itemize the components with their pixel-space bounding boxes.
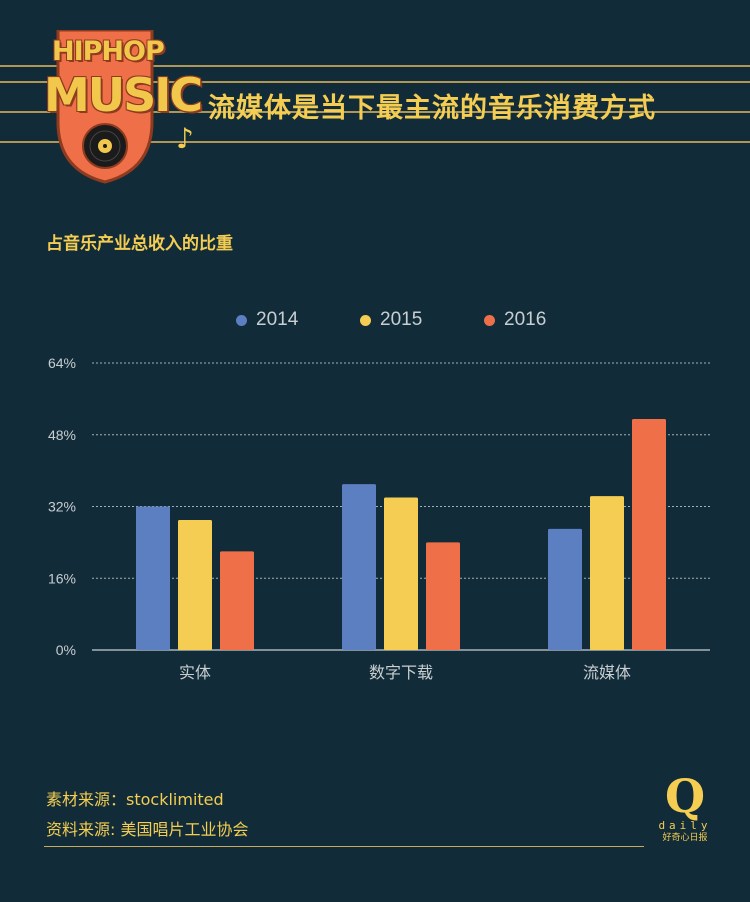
bar-2016-0 xyxy=(220,551,254,650)
bar-2014-2 xyxy=(548,528,582,650)
qdaily-logo: Q daily 好奇心日报 xyxy=(655,772,715,844)
legend-swatch xyxy=(484,314,495,326)
y-tick-label: 16% xyxy=(48,570,76,586)
bar-2016-1 xyxy=(426,542,460,650)
bar-2016-2 xyxy=(632,419,666,650)
y-tick-label: 32% xyxy=(48,499,76,515)
legend-label: 2016 xyxy=(504,309,547,330)
legend-item-2016: 2016 xyxy=(484,308,546,332)
bar-2015-2 xyxy=(590,496,624,650)
legend-label: 2015 xyxy=(380,309,423,330)
staff-line xyxy=(0,111,750,113)
source-material-note: 素材来源：stocklimited xyxy=(46,790,224,809)
brand-mark: Q xyxy=(664,769,706,823)
y-tick-label: 64% xyxy=(48,355,76,371)
brand-name: daily xyxy=(658,819,712,832)
bar-2014-1 xyxy=(342,484,376,650)
logo-badge xyxy=(56,30,154,184)
legend-swatch xyxy=(360,314,371,326)
x-tick-label: 流媒体 xyxy=(583,663,631,682)
brand-slogan: 好奇心日报 xyxy=(662,833,708,843)
legend-label: 2014 xyxy=(256,309,299,330)
footer-divider xyxy=(44,846,644,847)
music-note-icon: ♪ xyxy=(176,122,194,155)
x-tick-label: 数字下载 xyxy=(369,663,433,682)
bar-2015-1 xyxy=(384,497,418,650)
bar-2015-0 xyxy=(178,519,212,650)
hiphop-music-logo: HIPHOP MUSIC xyxy=(44,30,203,185)
page-title: 流媒体是当下最主流的音乐消费方式 xyxy=(208,93,656,124)
x-tick-label: 实体 xyxy=(179,663,211,682)
legend-swatch xyxy=(236,314,247,326)
staff-line xyxy=(0,141,750,143)
legend-item-2015: 2015 xyxy=(360,308,422,332)
bar-2014-0 xyxy=(136,506,170,650)
y-tick-label: 48% xyxy=(48,427,76,443)
data-source-note: 资料来源: 美国唱片工业协会 xyxy=(46,820,249,839)
logo-music-text: MUSIC xyxy=(44,68,203,122)
vinyl-record-icon xyxy=(82,123,128,169)
y-tick-label: 0% xyxy=(56,642,76,658)
logo-hiphop-text: HIPHOP xyxy=(52,36,165,67)
chart-subtitle: 占音乐产业总收入的比重 xyxy=(46,234,233,254)
staff-line xyxy=(0,65,750,67)
legend-item-2014: 2014 xyxy=(236,308,298,332)
staff-line xyxy=(0,81,750,83)
